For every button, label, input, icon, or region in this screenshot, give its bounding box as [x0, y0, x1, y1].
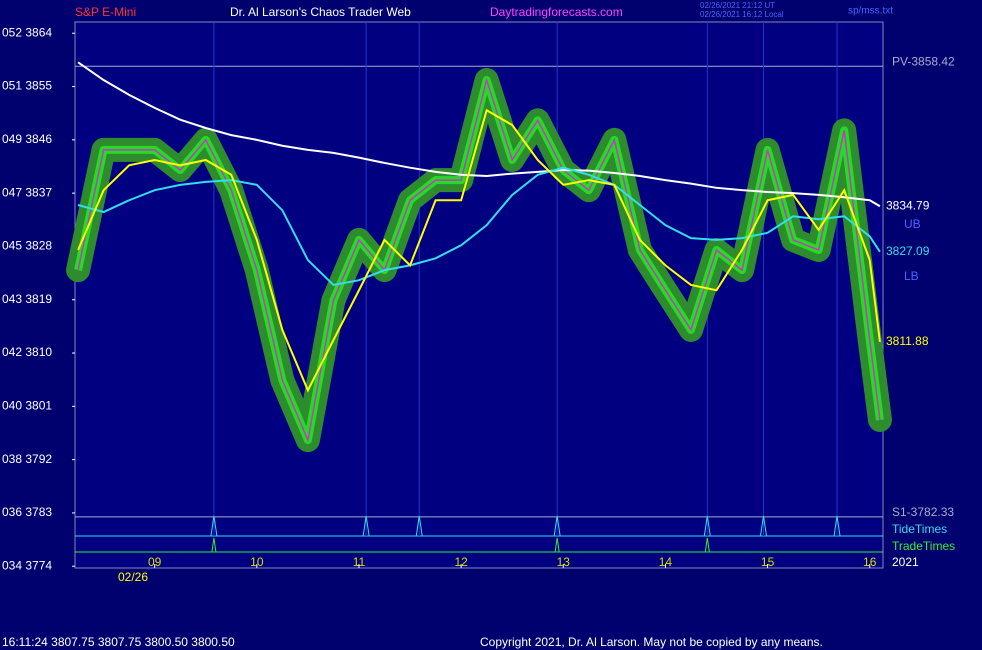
- ub-label: UB: [904, 217, 921, 231]
- trade-spike: [704, 537, 710, 553]
- tide-spike: [415, 515, 423, 537]
- tide-label: TideTimes: [892, 522, 947, 536]
- x-tick-label: 10: [250, 555, 264, 569]
- y-tick-label: 036 3783: [2, 505, 52, 519]
- series-line: [77, 61, 881, 208]
- tide-spike: [833, 515, 841, 537]
- file-name: sp/mss.txt: [848, 6, 893, 17]
- y-tick-label: 052 3864: [2, 25, 52, 39]
- symbol: S&P E-Mini: [75, 5, 136, 19]
- tide-spike: [703, 515, 711, 537]
- y-tick-label: 040 3801: [2, 399, 52, 413]
- trade-spike: [554, 537, 560, 553]
- series-line: [77, 108, 881, 393]
- y-tick-label: 038 3792: [2, 452, 52, 466]
- tide-spike: [759, 515, 767, 537]
- x-tick-label: 13: [557, 555, 571, 569]
- x-tick-label: 11: [353, 555, 366, 569]
- x-tick-label: 12: [454, 555, 468, 569]
- y-tick-label: 047 3837: [2, 185, 52, 199]
- tide-spike: [362, 515, 370, 537]
- end-value-label: 3834.79: [886, 198, 930, 212]
- x-tick-label: 16: [863, 555, 877, 569]
- site-url: Daytradingforecasts.com: [490, 5, 623, 19]
- level-label: S1-3782.33: [892, 505, 954, 519]
- lb-label: LB: [904, 269, 919, 283]
- time-ut: 02/26/2021 21:12 UT: [700, 1, 775, 10]
- y-tick-label: 045 3828: [2, 239, 52, 253]
- x-tick-label: 15: [761, 555, 775, 569]
- level-label: PV-3858.42: [892, 54, 955, 68]
- tide-spike: [210, 515, 218, 537]
- y-tick-label: 034 3774: [2, 558, 52, 572]
- time-local: 02/26/2021 16:12 Local: [700, 10, 784, 19]
- trade-spike: [211, 537, 217, 553]
- series-line: [77, 166, 881, 287]
- year-label: 2021: [892, 555, 919, 569]
- copyright: Copyright 2021, Dr. Al Larson. May not b…: [480, 635, 823, 649]
- trade-label: TradeTimes: [892, 539, 955, 553]
- x-tick-label: 14: [659, 555, 673, 569]
- y-tick-label: 051 3855: [2, 79, 52, 93]
- tide-spike: [553, 515, 561, 537]
- end-value-label: 3811.88: [886, 334, 929, 348]
- site-title: Dr. Al Larson's Chaos Trader Web: [230, 5, 411, 19]
- y-tick-label: 043 3819: [2, 292, 52, 306]
- price-line: [77, 77, 881, 443]
- x-tick-label: 09: [148, 555, 162, 569]
- quote: 16:11:24 3807.75 3807.75 3800.50 3800.50: [2, 635, 235, 649]
- y-tick-label: 049 3846: [2, 132, 52, 146]
- y-tick-label: 042 3810: [2, 345, 52, 359]
- end-value-label: 3827.09: [886, 244, 930, 258]
- date-label: 02/26: [118, 570, 148, 584]
